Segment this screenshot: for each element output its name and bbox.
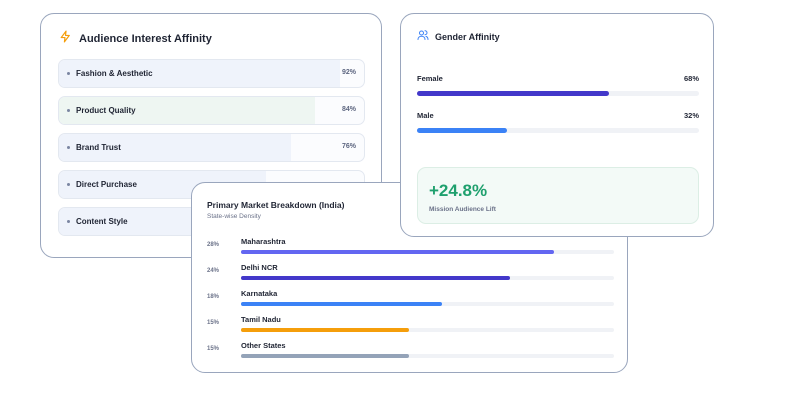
market-percent: 24% — [207, 268, 220, 274]
audience-lift-box: +24.8% Mission Audience Lift — [417, 167, 699, 224]
market-name: Tamil Nadu — [241, 315, 281, 324]
market-percent: 15% — [207, 320, 220, 326]
market-bar — [241, 250, 555, 254]
market-track — [241, 302, 614, 306]
gender-label: Female — [417, 74, 443, 83]
market-title: Primary Market Breakdown (India) — [207, 200, 345, 210]
gender-affinity-header: Gender Affinity — [417, 28, 500, 46]
interest-percent: 84% — [341, 106, 356, 113]
market-percent: 15% — [207, 346, 220, 352]
market-name: Other States — [241, 341, 286, 350]
gender-affinity-card: Gender Affinity Female 68% Male 32% +24.… — [400, 13, 714, 237]
audience-lift-label: Mission Audience Lift — [429, 206, 496, 213]
market-track — [241, 354, 614, 358]
market-track — [241, 276, 614, 280]
gender-label: Male — [417, 111, 434, 120]
bullet-icon — [67, 146, 70, 149]
bullet-icon — [67, 220, 70, 223]
users-icon — [417, 28, 429, 46]
lightning-icon — [59, 30, 72, 48]
interest-fill — [59, 60, 340, 87]
market-bar — [241, 276, 510, 280]
interest-label: Product Quality — [76, 106, 136, 115]
market-row: 15% Other States — [207, 341, 614, 361]
market-subtitle: State-wise Density — [207, 213, 261, 220]
market-bar — [241, 328, 409, 332]
gender-row: Male 32% — [417, 111, 699, 133]
market-percent: 28% — [207, 242, 220, 248]
gender-bar — [417, 128, 508, 133]
market-row: 28% Maharashtra — [207, 237, 614, 257]
bullet-icon — [67, 109, 70, 112]
market-name: Maharashtra — [241, 237, 286, 246]
market-name: Karnataka — [241, 289, 278, 298]
interest-percent: 92% — [341, 69, 356, 76]
market-bar — [241, 354, 409, 358]
gender-track — [417, 91, 699, 96]
gender-affinity-title: Gender Affinity — [435, 32, 500, 42]
audience-interest-title: Audience Interest Affinity — [79, 33, 212, 45]
interest-label: Fashion & Aesthetic — [76, 69, 153, 78]
interest-label: Direct Purchase — [76, 180, 137, 189]
interest-row: Brand Trust 76% — [58, 133, 365, 162]
gender-row: Female 68% — [417, 74, 699, 96]
market-bar — [241, 302, 443, 306]
market-percent: 18% — [207, 294, 220, 300]
market-name: Delhi NCR — [241, 263, 278, 272]
gender-track — [417, 128, 699, 133]
market-row: 15% Tamil Nadu — [207, 315, 614, 335]
gender-percent: 32% — [683, 111, 699, 120]
interest-row: Product Quality 84% — [58, 96, 365, 125]
market-track — [241, 328, 614, 332]
interest-percent: 76% — [341, 143, 356, 150]
interest-label: Brand Trust — [76, 143, 121, 152]
market-row: 18% Karnataka — [207, 289, 614, 309]
interest-row: Fashion & Aesthetic 92% — [58, 59, 365, 88]
market-track — [241, 250, 614, 254]
gender-percent: 68% — [683, 74, 699, 83]
market-row: 24% Delhi NCR — [207, 263, 614, 283]
gender-bar — [417, 91, 609, 96]
interest-fill — [59, 97, 316, 124]
interest-label: Content Style — [76, 217, 128, 226]
audience-interest-header: Audience Interest Affinity — [59, 30, 212, 48]
bullet-icon — [67, 72, 70, 75]
interest-fill — [59, 134, 291, 161]
bullet-icon — [67, 183, 70, 186]
audience-lift-value: +24.8% — [429, 181, 488, 200]
